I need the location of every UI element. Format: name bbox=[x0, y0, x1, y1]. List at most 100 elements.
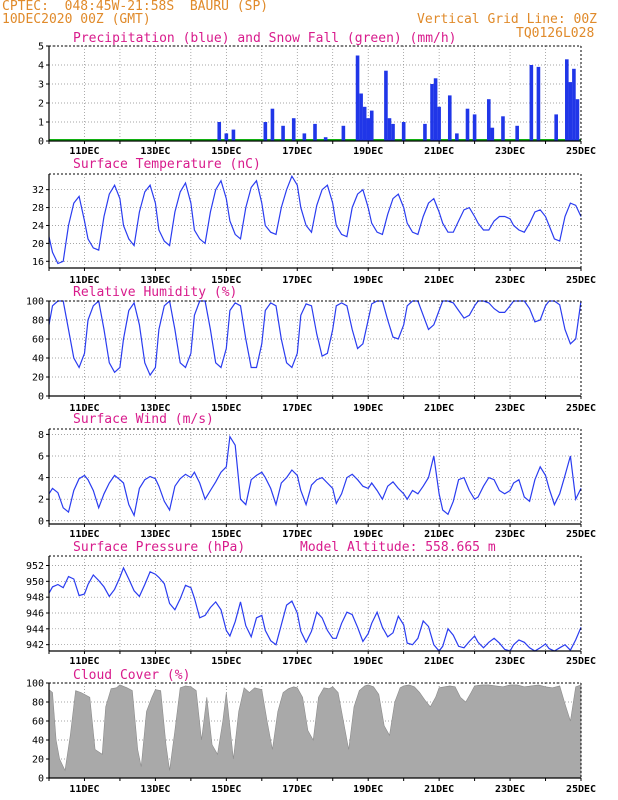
precip-bar bbox=[430, 84, 434, 141]
panel-title-temp: Surface Temperature (nC) bbox=[73, 157, 261, 172]
precip-bar bbox=[447, 95, 452, 141]
precip-bar bbox=[486, 99, 491, 141]
y-tick-label: 40 bbox=[32, 736, 44, 747]
x-tick-label: 25DEC bbox=[566, 656, 596, 667]
y-tick-label: 0 bbox=[38, 774, 44, 785]
x-tick-label: 17DEC bbox=[282, 656, 312, 667]
y-tick-label: 100 bbox=[26, 297, 44, 308]
x-tick-label: 25DEC bbox=[566, 146, 596, 157]
x-tick-label: 19DEC bbox=[353, 529, 383, 540]
precip-bar bbox=[359, 93, 363, 141]
precip-bar bbox=[391, 123, 395, 141]
x-tick-label: 17DEC bbox=[282, 146, 312, 157]
x-tick-label: 23DEC bbox=[495, 275, 525, 286]
y-tick-label: 0 bbox=[38, 137, 44, 148]
y-tick-label: 100 bbox=[26, 679, 44, 690]
panel-press: Surface Pressure (hPa) Model Altitude: 55… bbox=[26, 540, 596, 667]
x-tick-label: 23DEC bbox=[495, 529, 525, 540]
precip-bar bbox=[433, 78, 438, 141]
precip-bar bbox=[366, 118, 370, 141]
x-tick-label: 23DEC bbox=[495, 146, 525, 157]
precip-bar bbox=[217, 122, 222, 141]
precip-bar bbox=[355, 55, 360, 141]
x-tick-label: 11DEC bbox=[69, 656, 99, 667]
x-tick-label: 15DEC bbox=[211, 529, 241, 540]
x-tick-label: 17DEC bbox=[282, 275, 312, 286]
precip-bar bbox=[369, 110, 374, 141]
x-tick-label: 13DEC bbox=[140, 784, 170, 795]
y-tick-label: 20 bbox=[32, 373, 44, 384]
x-tick-label: 21DEC bbox=[424, 784, 454, 795]
panel-title-precip: Precipitation (blue) and Snow Fall (gree… bbox=[73, 31, 457, 46]
x-tick-label: 17DEC bbox=[282, 784, 312, 795]
precip-bar bbox=[472, 114, 477, 141]
x-tick-label: 13DEC bbox=[140, 275, 170, 286]
x-tick-label: 19DEC bbox=[353, 784, 383, 795]
x-tick-label: 15DEC bbox=[211, 656, 241, 667]
header-gridline-note: Vertical Grid Line: 00Z bbox=[417, 12, 598, 27]
x-tick-label: 13DEC bbox=[140, 403, 170, 414]
precip-bar bbox=[501, 116, 505, 141]
precip-bar bbox=[302, 133, 307, 141]
y-tick-label: 4 bbox=[38, 473, 44, 484]
y-tick-label: 0 bbox=[38, 516, 44, 527]
y-tick-label: 5 bbox=[38, 42, 44, 53]
precip-bar bbox=[465, 108, 470, 141]
precip-bar bbox=[291, 118, 296, 141]
x-tick-label: 23DEC bbox=[495, 784, 525, 795]
x-tick-label: 21DEC bbox=[424, 529, 454, 540]
series-line-press bbox=[48, 566, 582, 652]
header-date: 10DEC2020 00Z (GMT) bbox=[2, 12, 151, 27]
precip-bar bbox=[362, 106, 367, 141]
header-model-code: TQ0126L028 bbox=[516, 26, 595, 41]
x-tick-label: 11DEC bbox=[69, 146, 99, 157]
header-station: CPTEC: 048:45W-21:58S BAURU (SP) bbox=[2, 0, 269, 14]
series-line-temp bbox=[48, 174, 582, 265]
precip-bar bbox=[281, 125, 285, 141]
y-tick-label: 8 bbox=[38, 430, 44, 441]
x-tick-label: 25DEC bbox=[566, 784, 596, 795]
x-tick-label: 17DEC bbox=[282, 403, 312, 414]
x-tick-label: 15DEC bbox=[211, 784, 241, 795]
cloud-cover-area bbox=[48, 684, 582, 779]
y-tick-label: 946 bbox=[26, 609, 44, 620]
x-tick-label: 11DEC bbox=[69, 403, 99, 414]
precip-bar bbox=[401, 122, 406, 141]
y-tick-label: 40 bbox=[32, 354, 44, 365]
panel-temp: Surface Temperature (nC) 16 20 24 28 32 11DEC 1… bbox=[32, 157, 596, 286]
precip-bar bbox=[423, 123, 427, 141]
y-tick-label: 20 bbox=[32, 755, 44, 766]
y-tick-label: 942 bbox=[26, 640, 44, 651]
x-tick-label: 15DEC bbox=[211, 403, 241, 414]
y-tick-label: 4 bbox=[38, 61, 44, 72]
panel-title-wind: Surface Wind (m/s) bbox=[73, 412, 214, 427]
panel-cloud: Cloud Cover (%) 0 20 40 60 80 100 11DEC 13DEC 15D… bbox=[26, 668, 596, 795]
precip-bar bbox=[554, 114, 558, 141]
precip-bar bbox=[565, 59, 569, 141]
panel-title-press: Surface Pressure (hPa) bbox=[73, 540, 245, 555]
precip-bar bbox=[575, 99, 580, 141]
y-tick-label: 32 bbox=[32, 185, 44, 196]
precip-bar bbox=[568, 82, 573, 141]
x-tick-label: 11DEC bbox=[69, 784, 99, 795]
precip-bar bbox=[263, 122, 268, 141]
precip-bar bbox=[231, 129, 236, 141]
y-tick-label: 1 bbox=[38, 118, 44, 129]
x-tick-label: 11DEC bbox=[69, 275, 99, 286]
series-line-wind bbox=[48, 434, 582, 518]
y-tick-label: 952 bbox=[26, 561, 44, 572]
precip-bar bbox=[313, 123, 317, 141]
x-tick-label: 13DEC bbox=[140, 656, 170, 667]
panel-rh: Relative Humidity (%) 0 20 40 60 80 100 11DEC 13… bbox=[26, 285, 596, 414]
y-tick-label: 20 bbox=[32, 239, 44, 250]
precip-bar bbox=[224, 133, 229, 141]
x-tick-label: 17DEC bbox=[282, 529, 312, 540]
x-tick-label: 19DEC bbox=[353, 146, 383, 157]
x-tick-label: 15DEC bbox=[211, 275, 241, 286]
precip-bar bbox=[437, 106, 441, 141]
y-tick-label: 6 bbox=[38, 451, 44, 462]
x-tick-label: 19DEC bbox=[353, 275, 383, 286]
x-tick-label: 21DEC bbox=[424, 656, 454, 667]
x-tick-label: 23DEC bbox=[495, 403, 525, 414]
